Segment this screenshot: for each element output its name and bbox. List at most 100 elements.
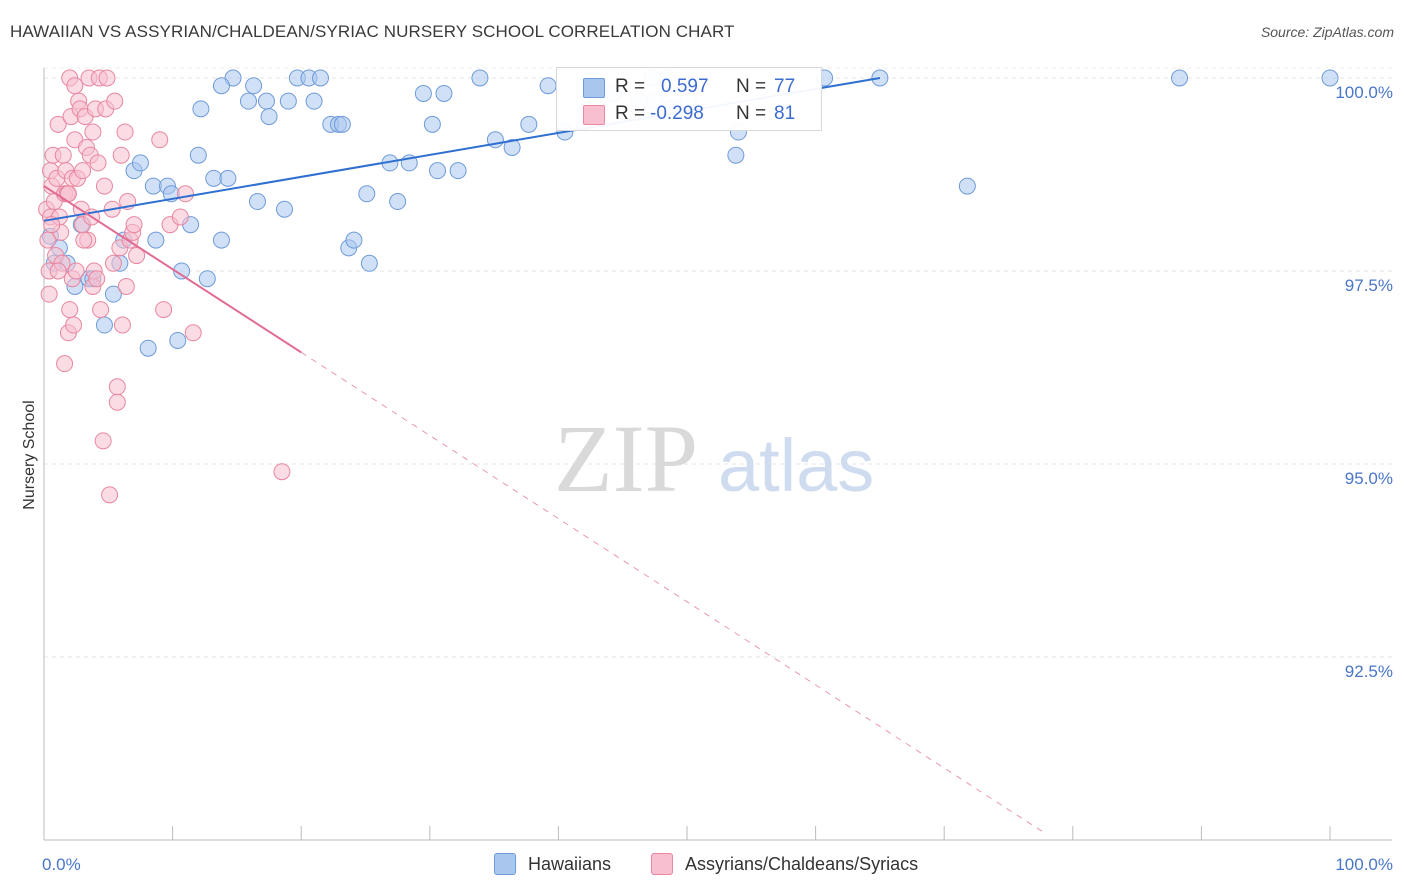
hawaiian-point [104,285,122,303]
hawaiian-point [257,92,275,110]
hawaiian-point [358,185,376,203]
assyrian-point [49,115,67,133]
hawaiian-point [212,231,230,249]
hawaiian-point [144,177,162,195]
assyrian-point [104,254,122,272]
hawaiian-point [147,231,165,249]
hawaiian-point [198,270,216,288]
assyrian-point [95,177,113,195]
hawaiian-point [435,84,453,102]
y-tick-label: 92.5% [1345,662,1393,681]
hawaiian-point [95,316,113,334]
watermark: ZIP atlas [554,405,874,512]
y-tick-label: 97.5% [1345,276,1393,295]
assyrian-point [106,92,124,110]
trend-lines [43,77,1048,835]
hawaiian-point [520,115,538,133]
assyrian-point [98,69,116,87]
hawaiian-point [189,146,207,164]
assyrian-point [125,216,143,234]
legend-r-value: 0.597 [661,76,709,97]
series-legend: Hawaiians Assyrians/Chaldeans/Syriacs [0,851,1406,877]
hawaiian-point [305,92,323,110]
assyrian-point [49,262,67,280]
legend-r-label: R = [615,76,646,97]
hawaiian-point [345,231,363,249]
assyrian-point [92,301,110,319]
hawaiian-point [1171,69,1189,87]
hawaiian-point [414,84,432,102]
hawaiian-point [192,100,210,118]
series-swatch-assyrians [651,853,673,875]
assyrian-point [117,277,135,295]
series-legend-hawaiians[interactable]: Hawaiians [494,851,611,877]
assyrian-point [54,146,72,164]
hawaiian-point [471,69,489,87]
hawaiian-point [539,77,557,95]
hawaiian-point [423,115,441,133]
grid-lines [44,67,1392,658]
assyrian-point [112,146,130,164]
hawaiian-point [219,169,237,187]
assyrian-point [40,285,58,303]
legend-r-value: -0.298 [650,103,704,124]
hawaiian-point [449,162,467,180]
legend-n-label: N = [736,76,767,97]
assyrian-point [155,301,173,319]
assyrian-point [75,231,93,249]
hawaiian-point [389,193,407,211]
assyrian-point [101,486,119,504]
legend-swatch-hawaiians [583,78,605,98]
hawaiian-point [212,77,230,95]
assyrian-point [65,316,83,334]
hawaiian-point [360,254,378,272]
assyrian-point [116,123,134,141]
assyrian-point [108,393,126,411]
watermark-atlas: atlas [718,424,874,507]
legend-n-value: 81 [774,103,796,124]
hawaiian-point [429,162,447,180]
hawaiian-point [245,77,263,95]
hawaiian-point [169,331,187,349]
x-tick-label: 0.0% [42,855,81,874]
legend-n-value: 77 [774,76,796,97]
y-axis-title: Nursery School [21,400,38,509]
assyrian-point [84,123,102,141]
assyrian-point [184,324,202,342]
assyrian-point [89,154,107,172]
legend-n-label: N = [736,103,767,124]
x-tick-label: 100.0% [1335,855,1393,874]
assyrian-point [94,432,112,450]
legend-swatch-assyrians [583,105,605,125]
assyrian-point [67,262,85,280]
chart-title: HAWAIIAN VS ASSYRIAN/CHALDEAN/SYRIAC NUR… [10,22,735,41]
watermark-zip: ZIP [554,405,698,512]
hawaiian-point [275,200,293,218]
y-tick-label: 100.0% [1335,83,1393,102]
legend-r-label: R = [615,103,646,124]
assyrian-point [74,162,92,180]
series-label-assyrians: Assyrians/Chaldeans/Syriacs [685,853,919,874]
hawaiian-point [333,115,351,133]
assyrian-point [176,185,194,203]
assyrian-point [151,131,169,149]
assyrian-point [56,355,74,373]
series-legend-assyrians[interactable]: Assyrians/Chaldeans/Syriacs [651,851,918,877]
tick-labels: 100.0% 97.5% 95.0% 92.5% 0.0% 100.0% [42,83,1393,874]
hawaiian-point [279,92,297,110]
hawaiian-point [248,193,266,211]
series-label-hawaiians: Hawaiians [528,853,612,874]
hawaiian-point [139,339,157,357]
assyrian-trend-line [43,185,302,354]
hawaiian-point [727,146,745,164]
correlation-legend: R = 0.597 N = 77 R = -0.298 N = 81 [556,67,822,131]
y-tick-label: 95.0% [1345,469,1393,488]
hawaiian-point [1321,69,1339,87]
axes [43,68,1392,841]
hawaiian-point [239,92,257,110]
assyrian-point [88,270,106,288]
series-swatch-hawaiians [494,853,516,875]
hawaiian-point [958,177,976,195]
source-label: Source: ZipAtlas.com [1260,24,1394,40]
